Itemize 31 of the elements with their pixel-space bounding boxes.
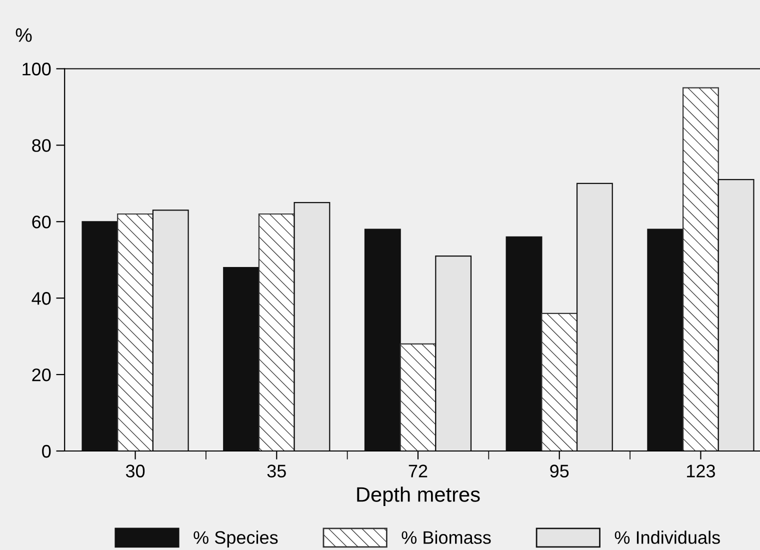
bar	[82, 221, 118, 451]
x-axis-title: Depth metres	[357, 486, 480, 506]
bar	[435, 256, 472, 451]
x-tick-label: 72	[408, 464, 428, 478]
bar	[258, 213, 295, 451]
y-tick-label: 80	[32, 139, 51, 152]
y-tick-label: 20	[32, 368, 51, 382]
x-tick-label: 35	[267, 464, 286, 478]
y-tick-label: 100	[22, 62, 51, 76]
bar	[718, 179, 754, 451]
x-tick-label: 95	[550, 464, 569, 478]
bar	[400, 343, 436, 451]
bar	[647, 228, 684, 451]
y-axis-title: %	[16, 28, 32, 42]
bar	[364, 228, 401, 451]
x-tick-label: 123	[687, 464, 715, 478]
legend-label: % Biomass	[402, 530, 491, 544]
bar	[223, 266, 260, 451]
bar	[152, 210, 189, 451]
y-tick-label: 0	[42, 444, 51, 458]
y-tick-label: 60	[32, 216, 51, 228]
legend-label: % Species	[194, 530, 278, 548]
bar	[117, 213, 154, 451]
x-tick-label: 30	[126, 464, 145, 478]
bar	[682, 87, 719, 451]
bar	[576, 182, 613, 451]
bar	[294, 202, 330, 451]
legend-label: % Individuals	[614, 530, 720, 544]
bar	[541, 312, 578, 451]
bar	[506, 236, 542, 451]
y-tick-label: 40	[32, 292, 51, 305]
